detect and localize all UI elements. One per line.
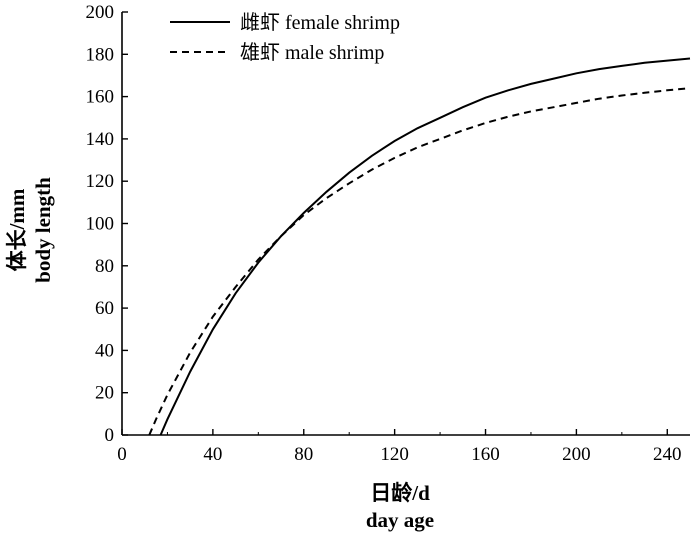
y-tick-label: 200	[86, 2, 115, 23]
y-tick-label: 20	[95, 383, 114, 404]
x-tick-label: 120	[380, 444, 409, 465]
y-tick-label: 180	[86, 44, 115, 65]
legend-label-male: 雄虾 male shrimp	[240, 41, 384, 64]
female-shrimp-line	[159, 57, 691, 436]
legend: 雌虾 female shrimp 雄虾 male shrimp	[170, 11, 400, 64]
y-tick-label: 80	[95, 256, 114, 277]
y-tick-label: 120	[86, 171, 115, 192]
y-tick-label: 160	[86, 87, 115, 108]
x-tick-label: 200	[562, 444, 591, 465]
x-tick-label: 40	[203, 444, 222, 465]
y-tick-label: 100	[86, 214, 115, 235]
x-axis-title-line-2: day age	[366, 508, 434, 532]
y-axis-title-line-2: body length	[31, 177, 55, 283]
x-tick-label: 160	[471, 444, 500, 465]
y-tick-label: 60	[95, 298, 114, 319]
y-tick-label: 140	[86, 129, 115, 150]
x-tick-label: 80	[294, 444, 313, 465]
y-axis-title-line-1: 体长/mm	[5, 188, 29, 271]
y-tick-label: 40	[95, 340, 114, 361]
legend-label-female: 雌虾 female shrimp	[240, 11, 400, 34]
axes	[121, 12, 690, 436]
tick-labels: 0 20 40 60 80 100 120 140 160 180 200 0 40 80 120 160 20…	[86, 2, 682, 465]
x-axis-title-line-1: 日龄/d	[370, 481, 430, 505]
tick-marks	[121, 11, 668, 436]
x-tick-label: 0	[117, 444, 127, 465]
series-lines	[148, 57, 691, 436]
male-shrimp-line	[148, 87, 691, 436]
y-tick-label: 0	[105, 425, 115, 446]
x-tick-label: 240	[653, 444, 682, 465]
